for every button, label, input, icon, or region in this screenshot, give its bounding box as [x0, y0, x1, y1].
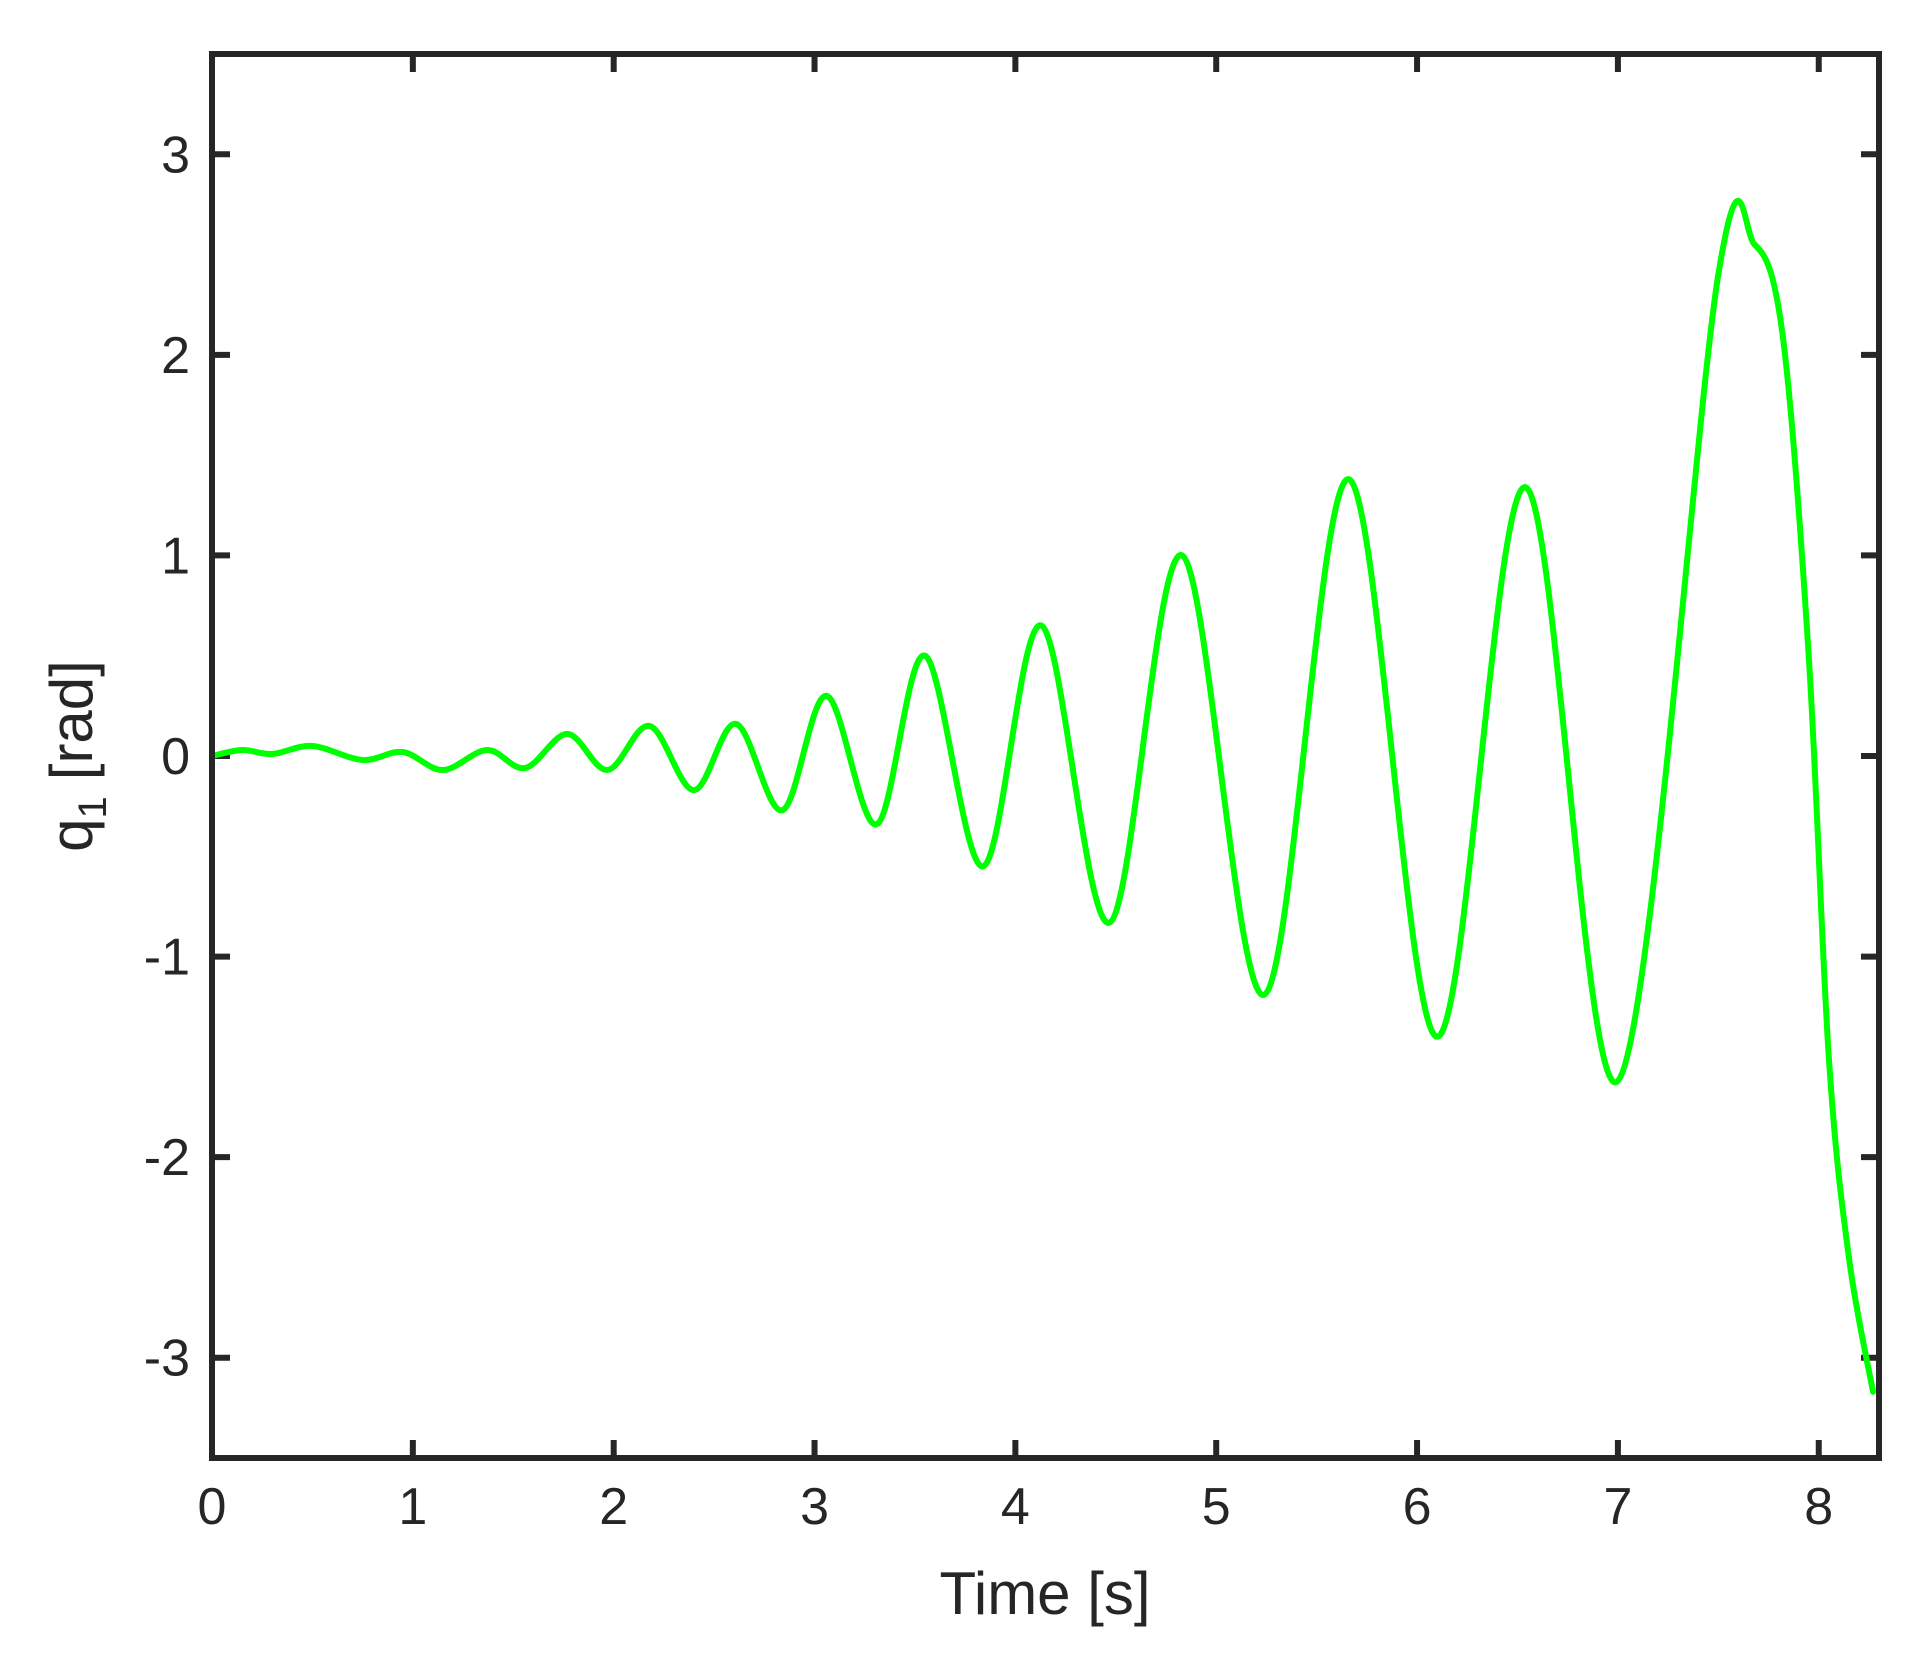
y-tick-label: 0: [161, 728, 190, 786]
y-axis-label-subscript: 1: [71, 796, 115, 818]
series-layer: [209, 198, 1876, 1395]
x-tick-label: 2: [599, 1478, 628, 1536]
y-tick-label: 2: [161, 327, 190, 385]
x-tick-label: 8: [1804, 1478, 1833, 1536]
y-tick-label: -1: [144, 929, 190, 987]
x-axis-label: Time [s]: [939, 1560, 1150, 1627]
x-tick-label: 7: [1603, 1478, 1632, 1536]
y-axis-label-main: q: [38, 818, 105, 851]
y-tick-label: -2: [144, 1129, 190, 1187]
series-line: [209, 198, 1876, 1395]
y-tick-label: 1: [161, 527, 190, 585]
x-tick-label: 3: [800, 1478, 829, 1536]
x-tick-label: 0: [198, 1478, 227, 1536]
plot-area: [212, 54, 1879, 1458]
y-tick-label: -3: [144, 1330, 190, 1388]
x-tick-label: 1: [398, 1478, 427, 1536]
y-tick-label: 3: [161, 126, 190, 184]
x-tick-label: 6: [1403, 1478, 1432, 1536]
y-axis-ticks: -3 -2 -1 0 1 2 3: [144, 126, 1879, 1388]
x-tick-label: 5: [1202, 1478, 1231, 1536]
plot-frame: [209, 51, 1882, 1461]
x-tick-label: 4: [1001, 1478, 1030, 1536]
y-axis-label-unit: [rad]: [38, 660, 105, 780]
y-axis-label: q1 [rad]: [38, 660, 115, 852]
